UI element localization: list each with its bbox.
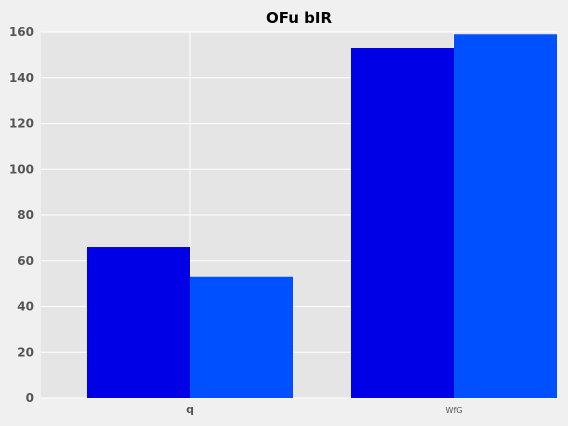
y-tick-label: 40 (17, 300, 34, 314)
x-tick-label: WfG (446, 406, 463, 415)
x-axis: q WfG (186, 403, 462, 416)
chart-title: OFu bIR (266, 9, 332, 27)
y-tick-label: 60 (17, 254, 34, 268)
bars (87, 34, 557, 398)
bar-WfG-series-1 (351, 48, 454, 398)
bar-q-series-1 (87, 247, 190, 398)
y-axis: 0 20 40 60 80 100 120 140 160 (9, 25, 34, 405)
y-tick-label: 140 (9, 71, 34, 85)
y-tick-label: 80 (17, 208, 34, 222)
y-tick-label: 0 (26, 391, 34, 405)
y-tick-label: 100 (9, 162, 34, 176)
y-tick-label: 160 (9, 25, 34, 39)
x-tick-label: q (186, 403, 194, 416)
bar-q-series-2 (190, 276, 293, 398)
y-tick-label: 20 (17, 345, 34, 359)
y-tick-label: 120 (9, 117, 34, 131)
bar-WfG-series-2 (454, 34, 557, 398)
